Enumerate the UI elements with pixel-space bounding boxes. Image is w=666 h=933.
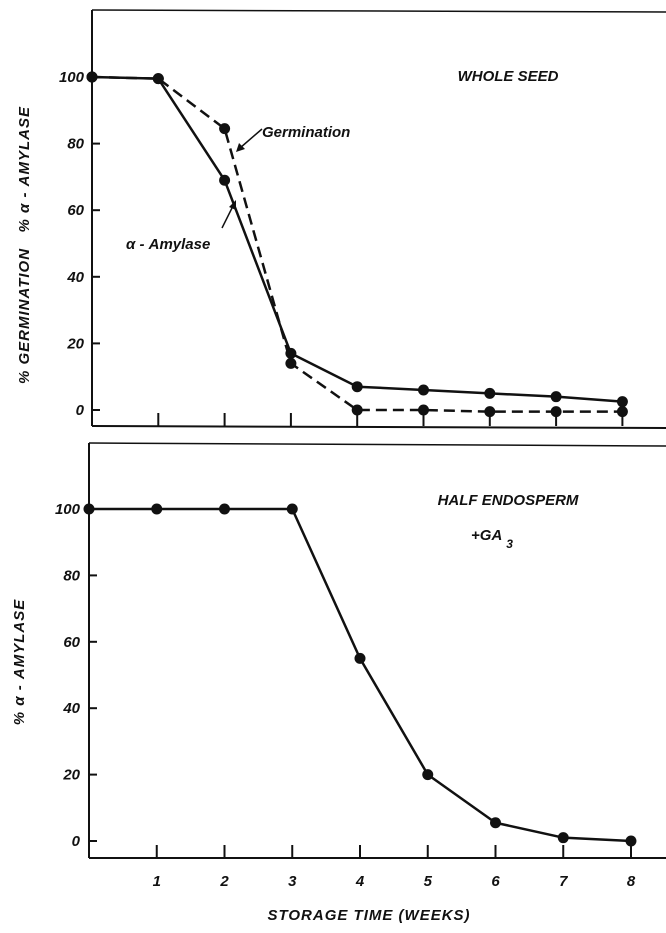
bottom-series-0-point-3: [286, 503, 298, 515]
top-series-0-point-7: [550, 391, 562, 403]
bottom-y-tick-label-80: 80: [63, 567, 80, 584]
annotation-germination: Germination: [262, 124, 350, 141]
bottom-series-0-point-5: [422, 769, 434, 781]
x-tick-label-8: 8: [627, 873, 636, 890]
x-axis-title: STORAGE TIME (WEEKS): [267, 907, 470, 924]
x-tick-label-3: 3: [288, 873, 297, 890]
top-y-tick-label-60: 60: [67, 202, 84, 219]
bottom-series: [83, 503, 637, 847]
bottom-panel-top-border: [88, 442, 666, 447]
bottom-series-0-point-8: [625, 835, 637, 847]
x-tick-label-1: 1: [153, 873, 161, 890]
top-series-1-point-6: [484, 406, 496, 418]
bottom-panel: 0 20 40 60 80 100 1 2 3 4 5 6 7 8 HALF ENDOSPERM +GA…: [11, 442, 666, 924]
bottom-series-0-point-6: [490, 817, 501, 829]
annotation-germination-arrow: [239, 128, 263, 149]
bottom-y-tick-label-100: 100: [55, 501, 81, 518]
top-panel-label: WHOLE SEED: [458, 68, 559, 85]
top-series: [86, 71, 628, 418]
top-series-1-point-7: [550, 406, 562, 418]
bottom-y-ticks: 0 20 40 60 80 100: [55, 501, 97, 850]
top-y-tick-label-80: 80: [67, 136, 84, 153]
top-y-tick-label-20: 20: [66, 335, 84, 352]
top-series-0-point-8: [616, 396, 628, 408]
top-series-1-point-5: [418, 404, 429, 416]
bottom-panel-label: HALF ENDOSPERM: [438, 492, 579, 509]
top-series-0-point-6: [484, 387, 496, 399]
top-series-1-point-1: [152, 73, 164, 85]
top-series-1-point-0: [86, 71, 98, 83]
bottom-panel-label-sub: 3: [506, 537, 513, 551]
top-series-1-point-3: [285, 357, 297, 369]
x-tick-label-2: 2: [219, 873, 229, 890]
bottom-series-0-point-1: [151, 503, 163, 515]
bottom-series-0-point-4: [354, 652, 366, 664]
top-panel-top-border: [91, 9, 666, 13]
bottom-y-tick-label-0: 0: [72, 833, 81, 850]
x-tick-label-5: 5: [424, 873, 433, 890]
x-tick-label-7: 7: [559, 873, 568, 890]
top-series-1-point-2: [219, 123, 231, 135]
annotation-germination-arrowhead: [236, 143, 245, 152]
top-series-1-point-4: [351, 404, 363, 416]
bottom-series-0-point-2: [219, 503, 230, 515]
x-tick-label-4: 4: [355, 873, 365, 890]
bottom-y-tick-label-20: 20: [62, 767, 80, 784]
bottom-panel-label-2: +GA 3: [471, 527, 513, 551]
bottom-panel-label-ga: +GA: [471, 527, 502, 544]
bottom-y-tick-label-40: 40: [62, 700, 80, 717]
top-series-0-point-5: [418, 384, 429, 396]
bottom-series-0-point-0: [83, 503, 95, 515]
top-panel-bottom-axis: [91, 425, 666, 429]
bottom-series-0-line: [89, 507, 632, 843]
annotation-alpha-amylase-arrow: [221, 205, 234, 229]
top-y-tick-label-100: 100: [59, 69, 85, 86]
top-y-tick-label-0: 0: [76, 402, 85, 419]
top-y-axis-title: % GERMINATION % α - AMYLASE: [16, 106, 33, 384]
top-series-1-point-8: [616, 406, 628, 418]
top-y-tick-label-40: 40: [66, 269, 84, 286]
top-series-0-point-2: [219, 174, 231, 186]
bottom-y-axis-title: % α - AMYLASE: [11, 599, 28, 725]
top-series-1-line: [91, 75, 623, 413]
annotation-alpha-amylase-arrowhead: [229, 200, 236, 210]
annotation-alpha-amylase: α - Amylase: [126, 236, 210, 253]
bottom-y-tick-label-60: 60: [63, 634, 80, 651]
bottom-series-0-point-7: [557, 832, 569, 844]
bottom-x-ticks: 1 2 3 4 5 6 7 8: [153, 845, 636, 890]
top-y-ticks: 0 20 40 60 80 100: [59, 69, 100, 419]
top-panel: 0 20 40 60 80 100 WHOLE SEED % GERMINATION % …: [16, 9, 666, 429]
x-tick-label-6: 6: [491, 873, 500, 890]
top-series-0-point-4: [351, 381, 363, 393]
